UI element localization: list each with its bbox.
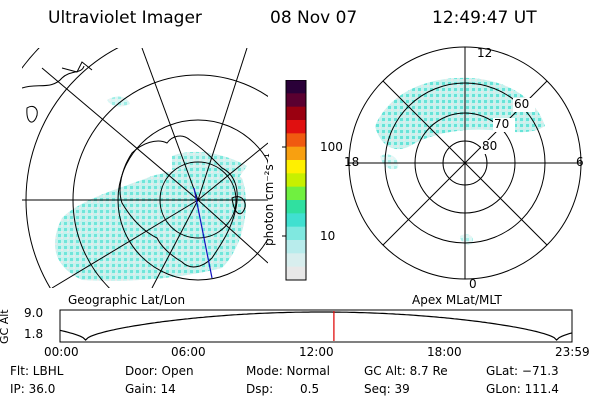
- mlt-label-6: 6: [576, 155, 584, 169]
- info-gc-alt: GC Alt: 8.7 Re: [364, 364, 448, 378]
- colorbar-tick-10: 10: [320, 229, 336, 243]
- info-gain: Gain: 14: [125, 382, 176, 396]
- xtick-2359: 23:59: [555, 345, 590, 359]
- mlt-label-18: 18: [344, 155, 360, 169]
- altitude-ylabel: GC Alt: [0, 309, 11, 344]
- info-dsp-value: 0.5: [300, 382, 320, 396]
- mlt-label-12: 12: [477, 46, 493, 60]
- xtick-1200: 12:00: [299, 345, 334, 359]
- altitude-plot: [59, 309, 573, 343]
- colorbar-segment: [286, 253, 306, 268]
- info-ip: IP: 36.0: [10, 382, 56, 396]
- colorbar-segment: [286, 240, 306, 254]
- lat-label-80: 80: [482, 139, 498, 153]
- colorbar-segment: [286, 213, 306, 228]
- magnetic-map: [348, 46, 582, 280]
- info-dsp-label: Dsp:: [246, 382, 274, 396]
- altitude-ytick-low: 1.8: [24, 327, 44, 341]
- colorbar-segment: [286, 186, 306, 201]
- colorbar-segment: [286, 93, 306, 108]
- title: Ultraviolet Imager: [48, 8, 202, 28]
- info-mode: Mode: Normal: [246, 364, 330, 378]
- colorbar-segment: [286, 80, 306, 94]
- lat-label-70: 70: [494, 117, 510, 131]
- apex-label: Apex MLat/MLT: [412, 293, 502, 307]
- colorbar: [282, 80, 307, 281]
- xtick-0000: 00:00: [44, 345, 79, 359]
- info-seq: Seq: 39: [364, 382, 410, 396]
- colorbar-segment: [286, 266, 306, 281]
- info-glon: GLon: 111.4: [486, 382, 559, 396]
- altitude-ytick-high: 9.0: [24, 306, 44, 320]
- colorbar-tick-100: 100: [320, 140, 343, 154]
- info-flt: Flt: LBHL: [10, 364, 64, 378]
- colorbar-segment: [286, 133, 306, 148]
- colorbar-segment: [286, 120, 306, 134]
- colorbar-segment: [286, 173, 306, 188]
- info-door: Door: Open: [125, 364, 194, 378]
- colorbar-segment: [286, 160, 306, 174]
- colorbar-segment: [286, 106, 306, 121]
- lat-label-60: 60: [514, 97, 530, 111]
- mlt-label-0: 0: [469, 277, 477, 291]
- xtick-0600: 06:00: [171, 345, 206, 359]
- colorbar-segment: [286, 200, 306, 214]
- xtick-1800: 18:00: [427, 345, 462, 359]
- geographic-label: Geographic Lat/Lon: [68, 293, 186, 307]
- time: 12:49:47 UT: [432, 8, 537, 28]
- colorbar-unit-label: photon cm⁻²s⁻¹: [262, 153, 276, 246]
- colorbar-segment: [286, 226, 306, 241]
- geographic-map: [22, 48, 268, 288]
- colorbar-segment: [286, 146, 306, 161]
- date: 08 Nov 07: [270, 8, 358, 28]
- info-glat: GLat: −71.3: [486, 364, 559, 378]
